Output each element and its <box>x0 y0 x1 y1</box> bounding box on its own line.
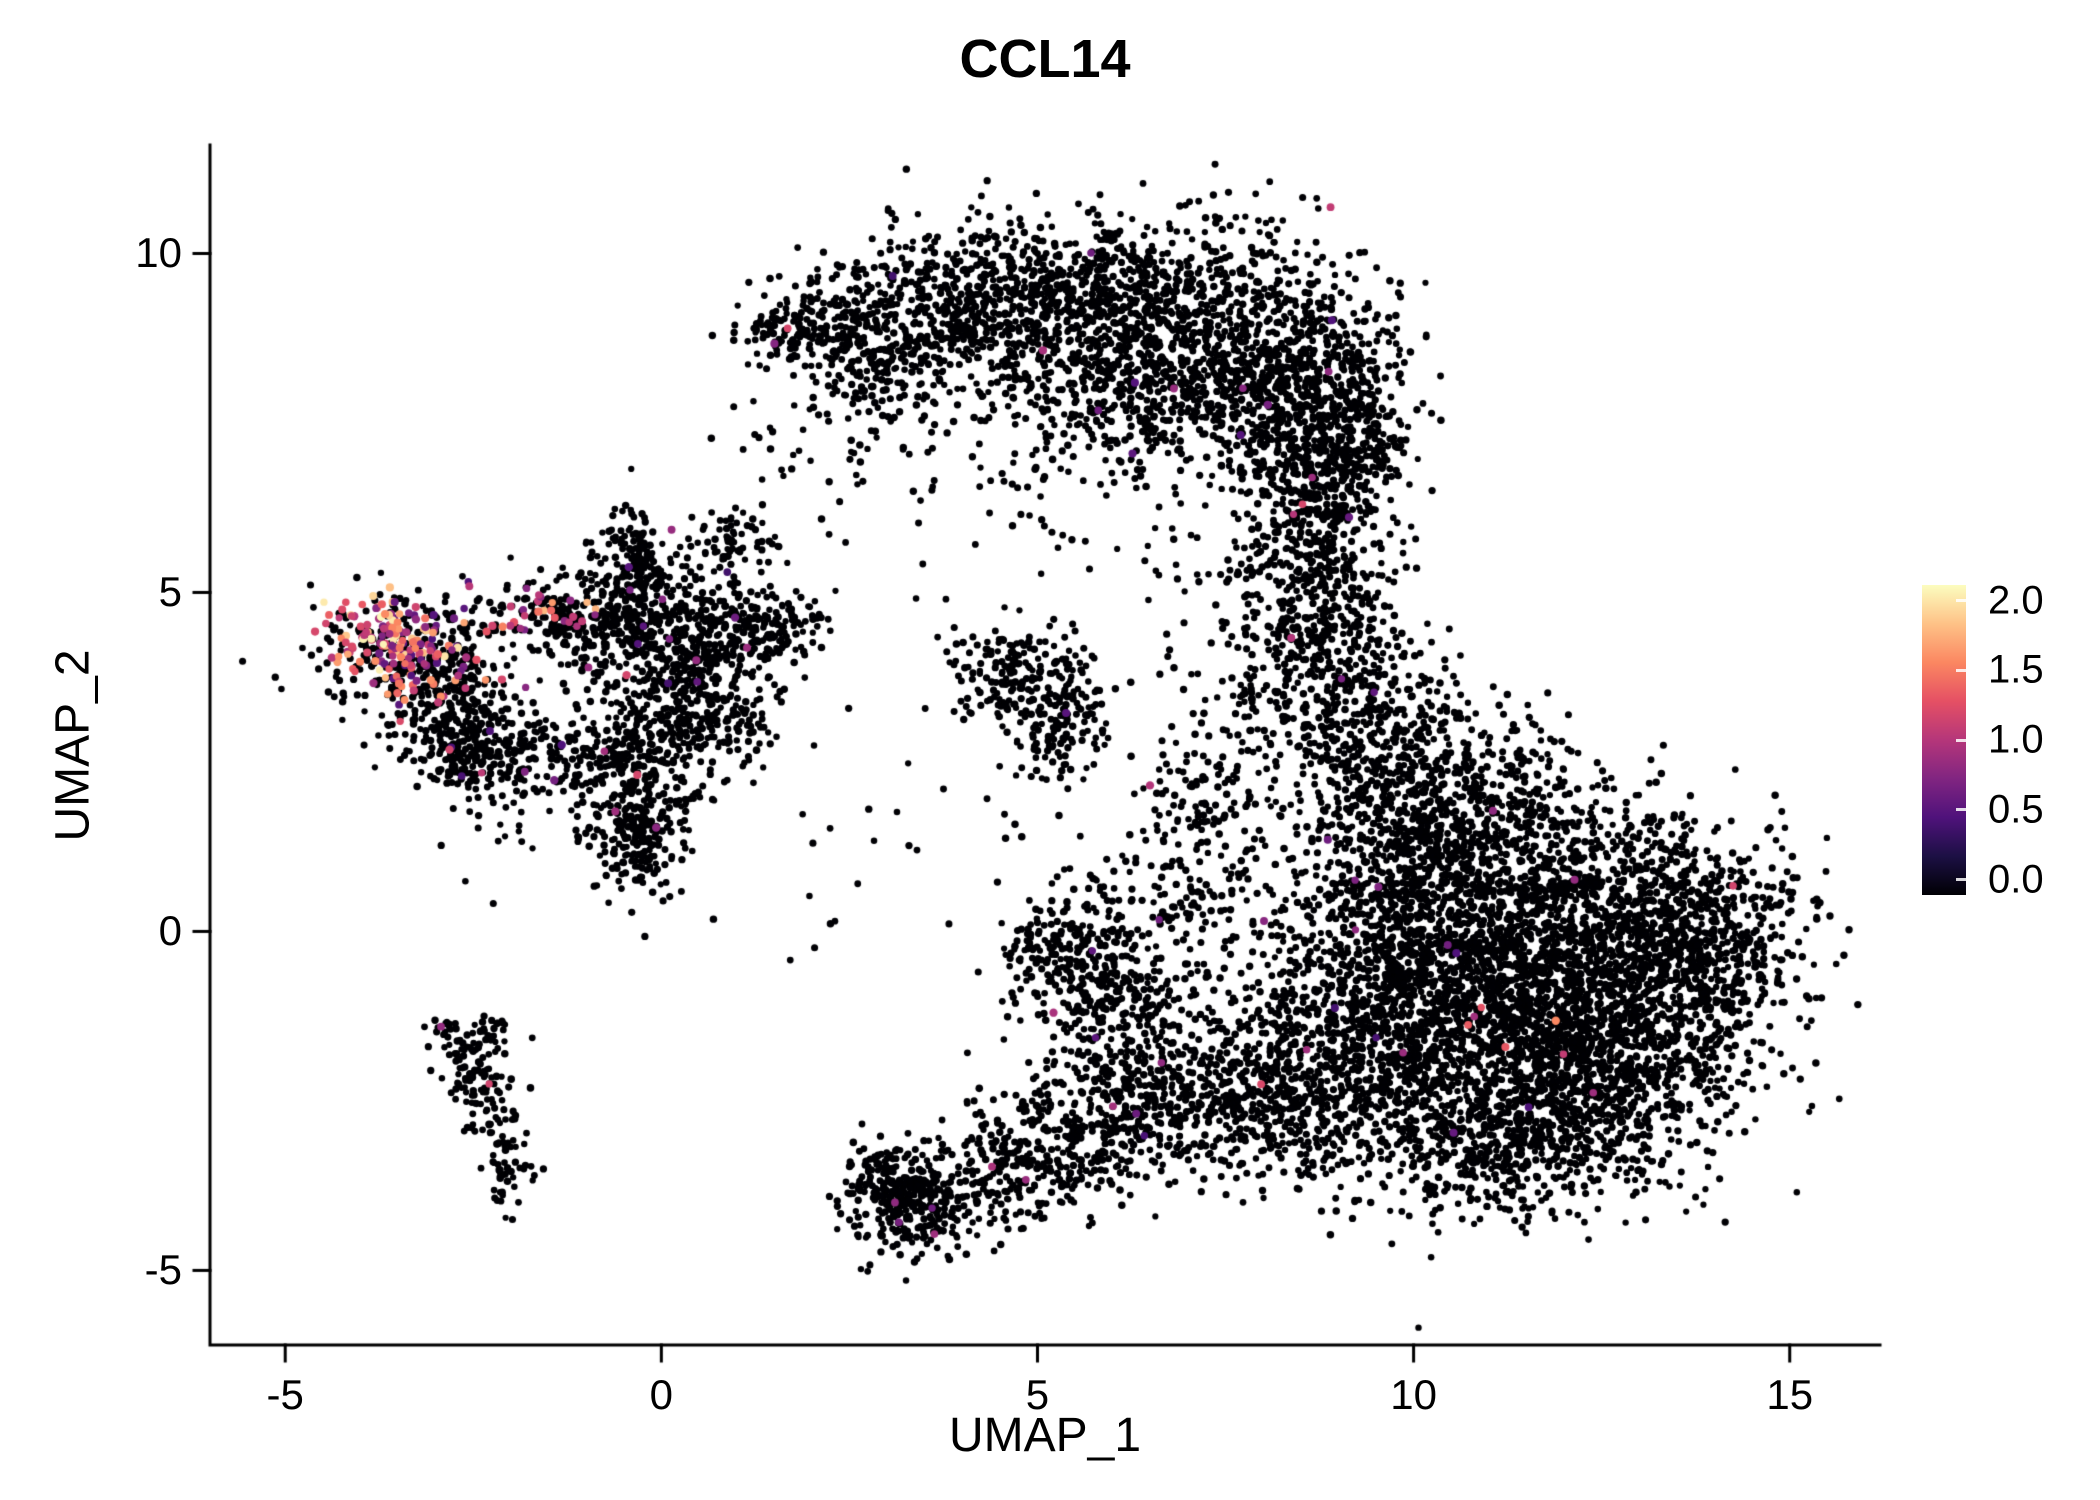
colorbar-tick-label: 1.0 <box>1988 717 2044 762</box>
x-axis-label: UMAP_1 <box>948 1409 1142 1462</box>
colorbar-tick-label: 1.5 <box>1988 647 2044 692</box>
x-tick-label: 5 <box>1025 1371 1050 1418</box>
chart-title: CCL14 <box>959 29 1131 89</box>
colorbar-tick-label: 2.0 <box>1988 578 2044 622</box>
colorbar-tickmark <box>1956 878 1966 881</box>
colorbar-tickmark <box>1956 808 1966 812</box>
colorbar-tick-label: 0.5 <box>1988 787 2044 832</box>
colorbar-tickmark <box>1956 599 1966 602</box>
y-axis-label: UMAP_2 <box>46 649 100 842</box>
y-tick-label: -5 <box>144 1246 182 1294</box>
x-tick-label: 10 <box>1390 1371 1437 1418</box>
y-tick-label: 0 <box>158 907 182 955</box>
x-tick-label: 15 <box>1766 1371 1814 1418</box>
colorbar-tick-label: 0.0 <box>1988 857 2044 901</box>
x-tick-label: -5 <box>266 1371 304 1418</box>
colorbar-tickmark <box>1956 668 1966 672</box>
x-tick-label: 0 <box>649 1371 674 1418</box>
y-tick-label: 10 <box>135 229 182 277</box>
colorbar-tickmark <box>1956 738 1966 742</box>
y-tick-label: 5 <box>158 568 182 616</box>
